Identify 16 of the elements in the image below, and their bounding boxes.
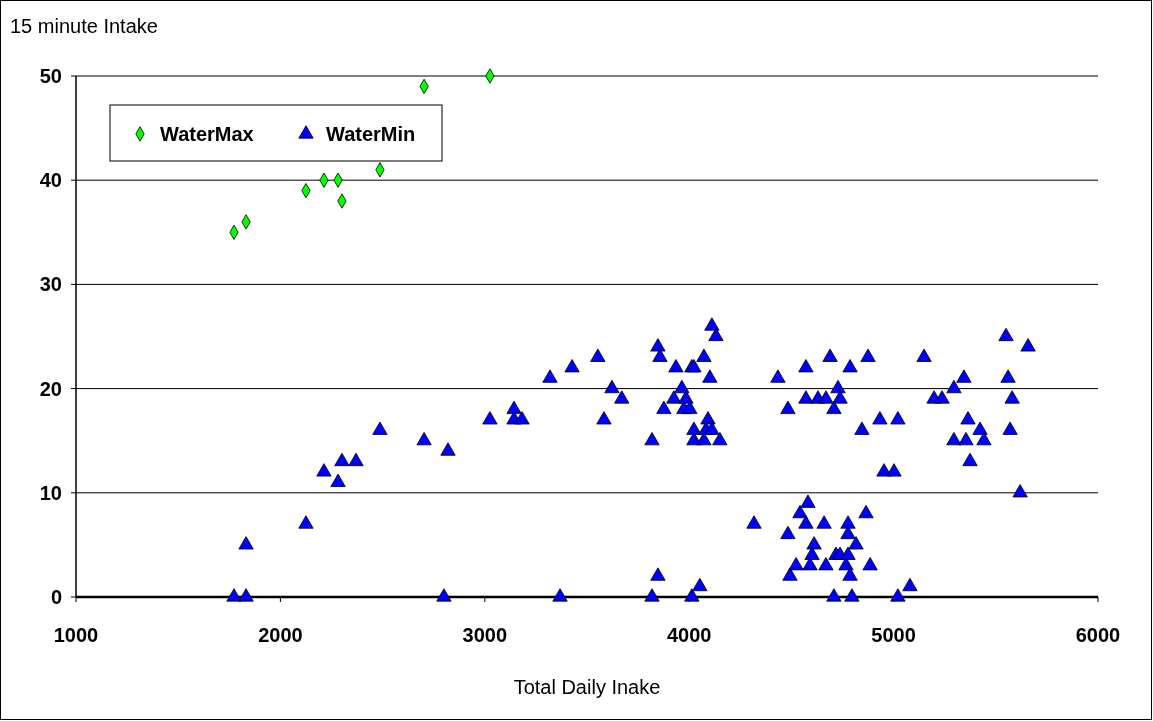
x-tick-label: 3000 — [462, 624, 508, 646]
x-tick-label: 1000 — [53, 624, 99, 646]
y-tick-label: 20 — [39, 377, 62, 400]
x-tick-label: 2000 — [258, 624, 303, 646]
x-tick-label: 5000 — [871, 624, 916, 646]
chart-title: 15 minute Intake — [10, 15, 158, 37]
x-tick-label: 4000 — [666, 624, 712, 646]
y-tick-label: 40 — [39, 169, 62, 192]
legend-label: WaterMin — [326, 123, 416, 145]
x-tick-label: 6000 — [1075, 624, 1121, 646]
y-tick-label: 0 — [50, 586, 62, 608]
y-tick-label: 50 — [39, 65, 62, 87]
y-tick-label: 10 — [39, 481, 62, 504]
x-axis-title: Total Daily Inake — [513, 676, 661, 698]
y-tick-label: 30 — [39, 273, 62, 296]
legend-label: WaterMax — [160, 123, 254, 145]
